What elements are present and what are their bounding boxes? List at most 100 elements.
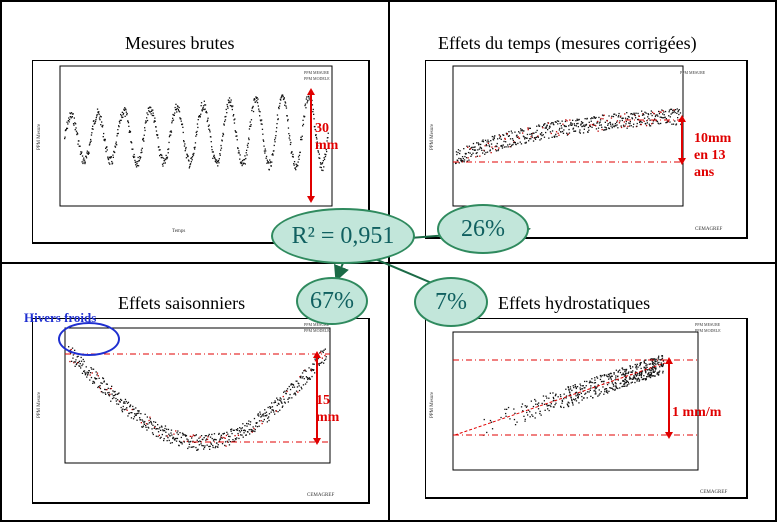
scatter-dot [632, 126, 634, 128]
scatter-dot [562, 132, 565, 134]
scatter-dot [115, 143, 117, 145]
scatter-dot [562, 123, 564, 125]
scatter-dot [610, 378, 612, 380]
scatter-dot [160, 153, 162, 156]
scatter-dot [615, 114, 617, 116]
scatter-dot [301, 135, 303, 137]
scatter-dot [75, 363, 77, 366]
scatter-dot [606, 390, 608, 392]
scatter-dot [458, 162, 460, 164]
scatter-dot [165, 154, 167, 157]
scatter-dot [209, 445, 211, 447]
scatter-dot [66, 127, 69, 130]
scatter-dot [259, 413, 262, 415]
scatter-dot [152, 433, 154, 436]
scatter-dot [284, 390, 286, 392]
scatter-dot [194, 148, 196, 150]
scatter-dot [258, 108, 260, 110]
scatter-dot [239, 162, 242, 164]
scatter-dot [477, 142, 479, 144]
scatter-dot [252, 106, 254, 109]
scatter-dot [327, 132, 329, 134]
scatter-dot [274, 400, 276, 402]
scatter-dot [532, 415, 534, 417]
scatter-dot [659, 366, 661, 368]
scatter-dot [93, 123, 95, 125]
scatter-dot [577, 126, 579, 128]
scatter-dot [460, 160, 462, 162]
scatter-dot [472, 148, 474, 151]
legend-item: PPM MESURE [695, 322, 721, 327]
scatter-dot [505, 412, 507, 415]
scatter-dot [563, 129, 565, 131]
scatter-dot [561, 127, 563, 129]
scatter-dot [117, 129, 119, 131]
scatter-dot [467, 146, 469, 148]
scatter-dot [98, 377, 100, 379]
scatter-dot [158, 149, 160, 151]
scatter-dot [287, 118, 289, 121]
scatter-dot [641, 371, 643, 373]
scatter-dot [158, 146, 160, 148]
scatter-dot [304, 104, 306, 107]
scatter-dot [191, 159, 193, 161]
scatter-dot [655, 114, 657, 116]
scatter-dot [271, 154, 273, 156]
scatter-dot [663, 111, 665, 113]
scatter-dot [461, 161, 463, 163]
scatter-dot [308, 367, 310, 369]
scatter-dot [174, 106, 176, 109]
scatter-dot [245, 434, 247, 436]
scatter-dot [80, 152, 82, 155]
scatter-dot [548, 137, 550, 139]
scatter-dot [270, 406, 272, 409]
scatter-dot [151, 114, 153, 117]
scatter-dot [82, 159, 84, 161]
scatter-dot [641, 121, 643, 124]
scatter-dot [170, 131, 173, 133]
scatter-dot [617, 379, 619, 381]
scatter-dot [602, 118, 604, 120]
scatter-dot [73, 361, 75, 363]
scatter-dot [209, 129, 211, 131]
scatter-dot [487, 139, 489, 141]
scatter-dot [572, 398, 575, 400]
scatter-dot [549, 392, 551, 394]
scatter-dot [577, 122, 579, 125]
scatter-dot [258, 420, 261, 422]
scatter-dot [72, 113, 74, 115]
scatter-dot [594, 385, 596, 387]
scatter-dot [649, 369, 651, 371]
scatter-dot [162, 429, 164, 431]
scatter-dot [622, 385, 624, 387]
scatter-dot [74, 129, 76, 131]
scatter-dot [256, 97, 258, 99]
scatter-dot [631, 117, 633, 119]
scatter-dot [652, 361, 654, 363]
scatter-dot [99, 387, 102, 390]
scatter-dot [547, 404, 550, 407]
scatter-dot [567, 133, 569, 135]
scatter-dot [635, 371, 637, 373]
scatter-dot [673, 110, 675, 112]
scatter-dot [655, 358, 657, 360]
scatter-dot [577, 396, 579, 399]
scatter-dot [509, 146, 511, 148]
scatter-dot [626, 127, 628, 129]
scatter-dot [104, 138, 106, 141]
scatter-dot [605, 127, 607, 129]
scatter-dot [119, 119, 121, 122]
scatter-dot [543, 123, 545, 126]
scatter-dot [111, 163, 113, 165]
scatter-dot [72, 357, 74, 359]
scatter-dot [207, 119, 209, 121]
scatter-dot [126, 409, 128, 411]
scatter-dot [240, 162, 242, 165]
scatter-dot [580, 121, 583, 123]
scatter-dot [123, 409, 126, 411]
scatter-dot [555, 393, 557, 396]
scatter-dot [652, 362, 654, 364]
scatter-dot [656, 120, 658, 122]
scatter-dot [653, 365, 656, 367]
scatter-dot [608, 127, 610, 129]
